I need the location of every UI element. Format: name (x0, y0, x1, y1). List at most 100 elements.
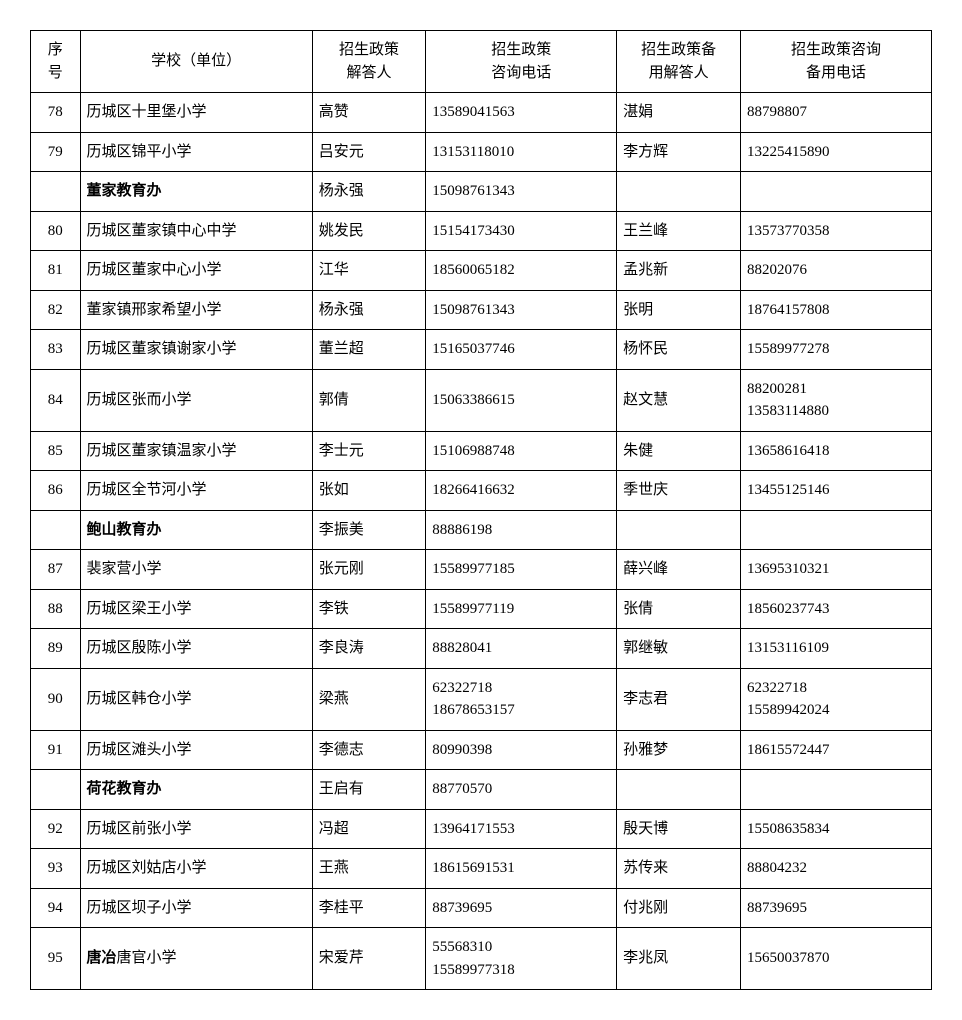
cell-seq: 88 (31, 589, 81, 629)
table-row: 92历城区前张小学冯超13964171553殷天博15508635834 (31, 809, 932, 849)
cell-person1: 李振美 (312, 510, 426, 550)
cell-phone1: 88739695 (426, 888, 617, 928)
cell-person2 (617, 770, 741, 810)
cell-person2: 殷天博 (617, 809, 741, 849)
cell-phone1: 15589977119 (426, 589, 617, 629)
cell-phone2: 18764157808 (741, 290, 932, 330)
cell-phone2 (741, 770, 932, 810)
cell-school: 历城区全节河小学 (80, 471, 312, 511)
table-row: 董家教育办杨永强15098761343 (31, 172, 932, 212)
cell-person2: 张明 (617, 290, 741, 330)
cell-person2: 李志君 (617, 668, 741, 730)
cell-phone1: 88770570 (426, 770, 617, 810)
cell-phone2: 13573770358 (741, 211, 932, 251)
cell-phone1: 13964171553 (426, 809, 617, 849)
cell-seq: 83 (31, 330, 81, 370)
cell-seq: 93 (31, 849, 81, 889)
cell-person1: 张元刚 (312, 550, 426, 590)
cell-person1: 江华 (312, 251, 426, 291)
table-row: 78历城区十里堡小学高赞13589041563湛娟88798807 (31, 93, 932, 133)
header-seq: 序 号 (31, 31, 81, 93)
school-suffix: 唐官小学 (117, 950, 177, 966)
school-prefix: 唐冶 (87, 950, 117, 966)
cell-school: 董家教育办 (80, 172, 312, 212)
cell-phone2: 88804232 (741, 849, 932, 889)
cell-school: 历城区董家镇温家小学 (80, 431, 312, 471)
cell-person1: 王燕 (312, 849, 426, 889)
header-phone1: 招生政策 咨询电话 (426, 31, 617, 93)
cell-person2 (617, 172, 741, 212)
cell-person1: 王启有 (312, 770, 426, 810)
cell-person2: 李方辉 (617, 132, 741, 172)
table-row: 83历城区董家镇谢家小学董兰超15165037746杨怀民15589977278 (31, 330, 932, 370)
cell-school: 历城区殷陈小学 (80, 629, 312, 669)
cell-phone2: 13153116109 (741, 629, 932, 669)
header-person1: 招生政策 解答人 (312, 31, 426, 93)
cell-phone1: 13589041563 (426, 93, 617, 133)
cell-seq: 80 (31, 211, 81, 251)
table-row: 荷花教育办王启有88770570 (31, 770, 932, 810)
cell-person1: 张如 (312, 471, 426, 511)
cell-school: 历城区坝子小学 (80, 888, 312, 928)
table-row: 88历城区梁王小学李铁15589977119张倩18560237743 (31, 589, 932, 629)
table-row: 94历城区坝子小学李桂平88739695付兆刚88739695 (31, 888, 932, 928)
cell-person1: 杨永强 (312, 290, 426, 330)
cell-phone2: 15508635834 (741, 809, 932, 849)
table-row: 鲍山教育办李振美88886198 (31, 510, 932, 550)
cell-person2: 李兆凤 (617, 928, 741, 990)
cell-person1: 李桂平 (312, 888, 426, 928)
table-row: 84历城区张而小学郭倩15063386615赵文慧88200281 135831… (31, 369, 932, 431)
cell-seq: 89 (31, 629, 81, 669)
cell-person2: 付兆刚 (617, 888, 741, 928)
cell-phone1: 55568310 15589977318 (426, 928, 617, 990)
cell-person2: 王兰峰 (617, 211, 741, 251)
cell-person2: 杨怀民 (617, 330, 741, 370)
header-row: 序 号学校（单位）招生政策 解答人招生政策 咨询电话招生政策备 用解答人招生政策… (31, 31, 932, 93)
cell-school: 历城区滩头小学 (80, 730, 312, 770)
cell-phone2: 13225415890 (741, 132, 932, 172)
cell-person1: 梁燕 (312, 668, 426, 730)
cell-school: 唐冶唐官小学 (80, 928, 312, 990)
cell-phone1: 62322718 18678653157 (426, 668, 617, 730)
cell-phone2: 88202076 (741, 251, 932, 291)
table-row: 79历城区锦平小学吕安元13153118010李方辉13225415890 (31, 132, 932, 172)
cell-person1: 李德志 (312, 730, 426, 770)
cell-person2: 季世庆 (617, 471, 741, 511)
cell-seq: 92 (31, 809, 81, 849)
cell-person2: 孟兆新 (617, 251, 741, 291)
cell-phone2: 18560237743 (741, 589, 932, 629)
cell-phone1: 88828041 (426, 629, 617, 669)
cell-phone2 (741, 510, 932, 550)
table-row: 81历城区董家中心小学江华18560065182孟兆新88202076 (31, 251, 932, 291)
cell-school: 历城区刘姑店小学 (80, 849, 312, 889)
cell-phone1: 15106988748 (426, 431, 617, 471)
cell-phone1: 15165037746 (426, 330, 617, 370)
cell-school: 鲍山教育办 (80, 510, 312, 550)
cell-seq: 91 (31, 730, 81, 770)
cell-seq: 81 (31, 251, 81, 291)
cell-person1: 宋爱芹 (312, 928, 426, 990)
cell-person2: 苏传来 (617, 849, 741, 889)
table-row: 86历城区全节河小学张如18266416632季世庆13455125146 (31, 471, 932, 511)
cell-phone1: 15589977185 (426, 550, 617, 590)
table-row: 93历城区刘姑店小学王燕18615691531苏传来88804232 (31, 849, 932, 889)
cell-person1: 高赞 (312, 93, 426, 133)
cell-phone2: 88200281 13583114880 (741, 369, 932, 431)
cell-school: 历城区韩仓小学 (80, 668, 312, 730)
cell-person1: 李良涛 (312, 629, 426, 669)
cell-person1: 李铁 (312, 589, 426, 629)
cell-phone2: 88798807 (741, 93, 932, 133)
cell-phone1: 80990398 (426, 730, 617, 770)
cell-person1: 杨永强 (312, 172, 426, 212)
cell-school: 董家镇邢家希望小学 (80, 290, 312, 330)
cell-phone1: 18266416632 (426, 471, 617, 511)
cell-phone2: 88739695 (741, 888, 932, 928)
cell-school: 荷花教育办 (80, 770, 312, 810)
table-row: 80历城区董家镇中心中学姚发民15154173430王兰峰13573770358 (31, 211, 932, 251)
table-row: 95唐冶唐官小学宋爱芹55568310 15589977318李兆凤156500… (31, 928, 932, 990)
cell-seq: 86 (31, 471, 81, 511)
header-school: 学校（单位） (80, 31, 312, 93)
table-row: 90历城区韩仓小学梁燕62322718 18678653157李志君623227… (31, 668, 932, 730)
cell-person1: 董兰超 (312, 330, 426, 370)
cell-person2: 赵文慧 (617, 369, 741, 431)
